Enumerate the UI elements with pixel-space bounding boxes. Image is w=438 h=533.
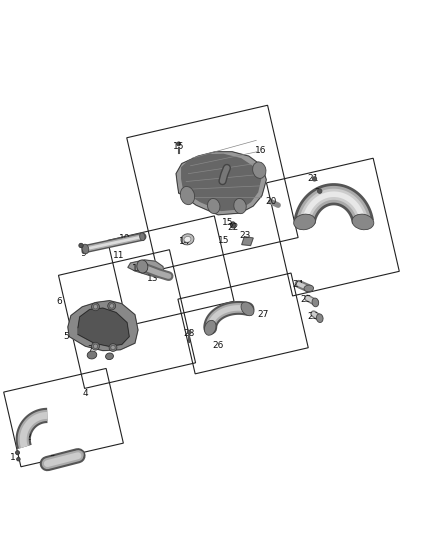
Text: 6: 6 <box>56 297 62 306</box>
Text: 15: 15 <box>218 236 229 245</box>
Ellipse shape <box>71 450 85 460</box>
Ellipse shape <box>111 345 115 350</box>
Text: 12: 12 <box>132 264 144 273</box>
Text: 9: 9 <box>80 249 86 258</box>
Text: 23: 23 <box>240 231 251 240</box>
Ellipse shape <box>79 243 83 248</box>
Text: 26: 26 <box>212 341 224 350</box>
Text: 2: 2 <box>26 433 31 442</box>
Ellipse shape <box>93 344 98 349</box>
Ellipse shape <box>304 285 314 292</box>
Text: 19: 19 <box>235 203 247 212</box>
Ellipse shape <box>16 451 19 455</box>
Ellipse shape <box>234 198 246 214</box>
Ellipse shape <box>187 330 191 334</box>
Text: 1: 1 <box>10 453 16 462</box>
Ellipse shape <box>181 234 194 245</box>
Polygon shape <box>68 301 138 351</box>
Text: 22: 22 <box>227 223 239 231</box>
Ellipse shape <box>230 222 236 228</box>
Text: 11: 11 <box>113 251 124 260</box>
Text: 8: 8 <box>109 332 115 341</box>
Ellipse shape <box>17 457 20 461</box>
Ellipse shape <box>92 342 99 350</box>
Text: 27: 27 <box>257 310 268 319</box>
Ellipse shape <box>137 260 148 273</box>
Ellipse shape <box>110 304 114 308</box>
Ellipse shape <box>87 351 97 359</box>
Ellipse shape <box>294 214 315 230</box>
Text: 25: 25 <box>307 312 319 321</box>
Text: 10: 10 <box>119 233 131 243</box>
Ellipse shape <box>205 320 216 335</box>
Polygon shape <box>182 155 261 211</box>
Text: 14: 14 <box>179 237 191 246</box>
Ellipse shape <box>108 302 116 310</box>
Text: 24: 24 <box>292 280 304 289</box>
Ellipse shape <box>140 233 145 240</box>
Polygon shape <box>176 152 266 215</box>
Ellipse shape <box>312 177 317 181</box>
Ellipse shape <box>318 189 322 193</box>
Ellipse shape <box>352 214 374 230</box>
Text: 17: 17 <box>189 174 201 183</box>
Ellipse shape <box>82 244 89 254</box>
Text: 21: 21 <box>307 174 319 183</box>
Ellipse shape <box>241 302 254 316</box>
Text: 25: 25 <box>300 295 311 304</box>
Ellipse shape <box>236 204 241 211</box>
Ellipse shape <box>177 142 180 146</box>
Text: 15: 15 <box>222 218 233 227</box>
Text: 16: 16 <box>255 146 266 155</box>
Text: 4: 4 <box>83 389 88 398</box>
Text: 28: 28 <box>184 328 195 337</box>
Ellipse shape <box>253 162 266 179</box>
Text: 3: 3 <box>49 455 56 464</box>
Polygon shape <box>78 308 129 346</box>
Ellipse shape <box>208 198 220 214</box>
Text: 20: 20 <box>265 197 276 206</box>
Ellipse shape <box>184 237 191 242</box>
Ellipse shape <box>92 303 99 311</box>
Text: 5: 5 <box>63 332 69 341</box>
Text: 7: 7 <box>87 345 93 354</box>
Text: 13: 13 <box>147 274 158 283</box>
Ellipse shape <box>106 353 113 360</box>
Ellipse shape <box>93 304 98 309</box>
Text: 21: 21 <box>314 188 325 197</box>
Polygon shape <box>128 260 164 278</box>
Ellipse shape <box>180 187 194 205</box>
Ellipse shape <box>316 314 323 322</box>
Polygon shape <box>242 237 253 246</box>
Text: 15: 15 <box>173 142 184 150</box>
Ellipse shape <box>109 344 117 351</box>
Ellipse shape <box>312 298 319 307</box>
Ellipse shape <box>21 432 28 445</box>
Text: 18: 18 <box>218 176 229 185</box>
